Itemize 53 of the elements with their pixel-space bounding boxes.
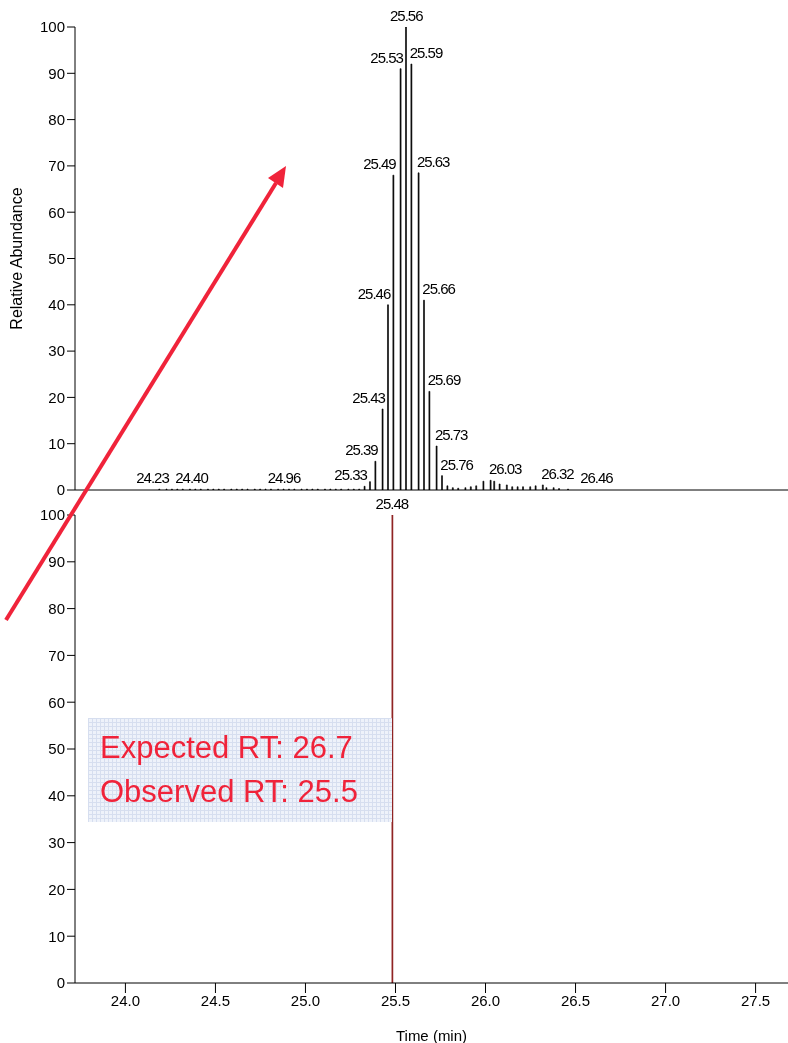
y-tick-label: 80: [48, 599, 65, 617]
x-tick-label: 26.5: [560, 991, 591, 1009]
y-tick-label: 80: [48, 110, 65, 128]
y-tick-label: 30: [48, 833, 65, 851]
annotation: 25.33: [334, 466, 368, 484]
annotation: 24.40: [175, 469, 209, 487]
y-tick-label: 0: [56, 974, 65, 992]
x-tick-label: 26.0: [470, 991, 501, 1009]
x-tick-label: 27.5: [740, 991, 771, 1009]
annotation: 25.66: [422, 280, 456, 298]
annotation: 24.23: [136, 469, 170, 487]
y-tick-label: 90: [48, 553, 65, 571]
annotation: Expected RT: 26.7: [100, 729, 354, 767]
annotation: 25.48: [375, 495, 409, 512]
y-tick-label: 10: [48, 927, 65, 945]
y-tick-label: 60: [48, 693, 65, 711]
y-tick-label: 90: [48, 64, 65, 82]
annotation: 25.76: [440, 455, 474, 473]
y-tick-label: 70: [48, 157, 65, 175]
annotation: Observed RT: 25.5: [100, 773, 359, 811]
y-tick-label: 70: [48, 646, 65, 664]
y-tick-label: 100: [39, 18, 65, 36]
annotation: 25.56: [390, 7, 424, 24]
annotation: 25.46: [357, 284, 391, 302]
y-tick-label: 30: [48, 342, 65, 360]
annotation: 24.96: [267, 469, 301, 487]
y-tick-label: 50: [48, 740, 65, 758]
annotation: 25.49: [363, 155, 397, 173]
annotation: 25.39: [345, 441, 379, 459]
y-axis-title: Relative Abundance: [7, 187, 25, 330]
x-tick-label: 25.5: [380, 991, 411, 1009]
y-tick-label: 60: [48, 203, 65, 221]
x-tick-label: 25.0: [290, 991, 321, 1009]
annotation: 25.43: [352, 388, 386, 406]
y-tick-label: 10: [48, 435, 65, 453]
x-tick-label: 24.5: [200, 991, 231, 1009]
annotation: 25.73: [434, 426, 469, 444]
y-tick-label: 40: [48, 787, 65, 805]
y-tick-label: 100: [39, 506, 65, 524]
annotation: 26.46: [580, 469, 614, 487]
x-tick-label: 27.0: [650, 991, 681, 1009]
annotation: 26.32: [541, 464, 575, 482]
y-tick-label: 0: [56, 481, 65, 499]
annotation: 26.03: [488, 460, 523, 478]
y-tick-label: 20: [48, 880, 65, 898]
y-tick-label: 50: [48, 249, 65, 267]
annotation: 25.69: [427, 371, 461, 389]
annotation: 25.53: [370, 48, 404, 66]
y-tick-label: 40: [48, 296, 65, 314]
x-tick-label: 24.0: [110, 991, 141, 1009]
annotation: 25.59: [409, 44, 443, 62]
annotation: 25.63: [416, 152, 451, 170]
y-tick-label: 20: [48, 388, 65, 406]
